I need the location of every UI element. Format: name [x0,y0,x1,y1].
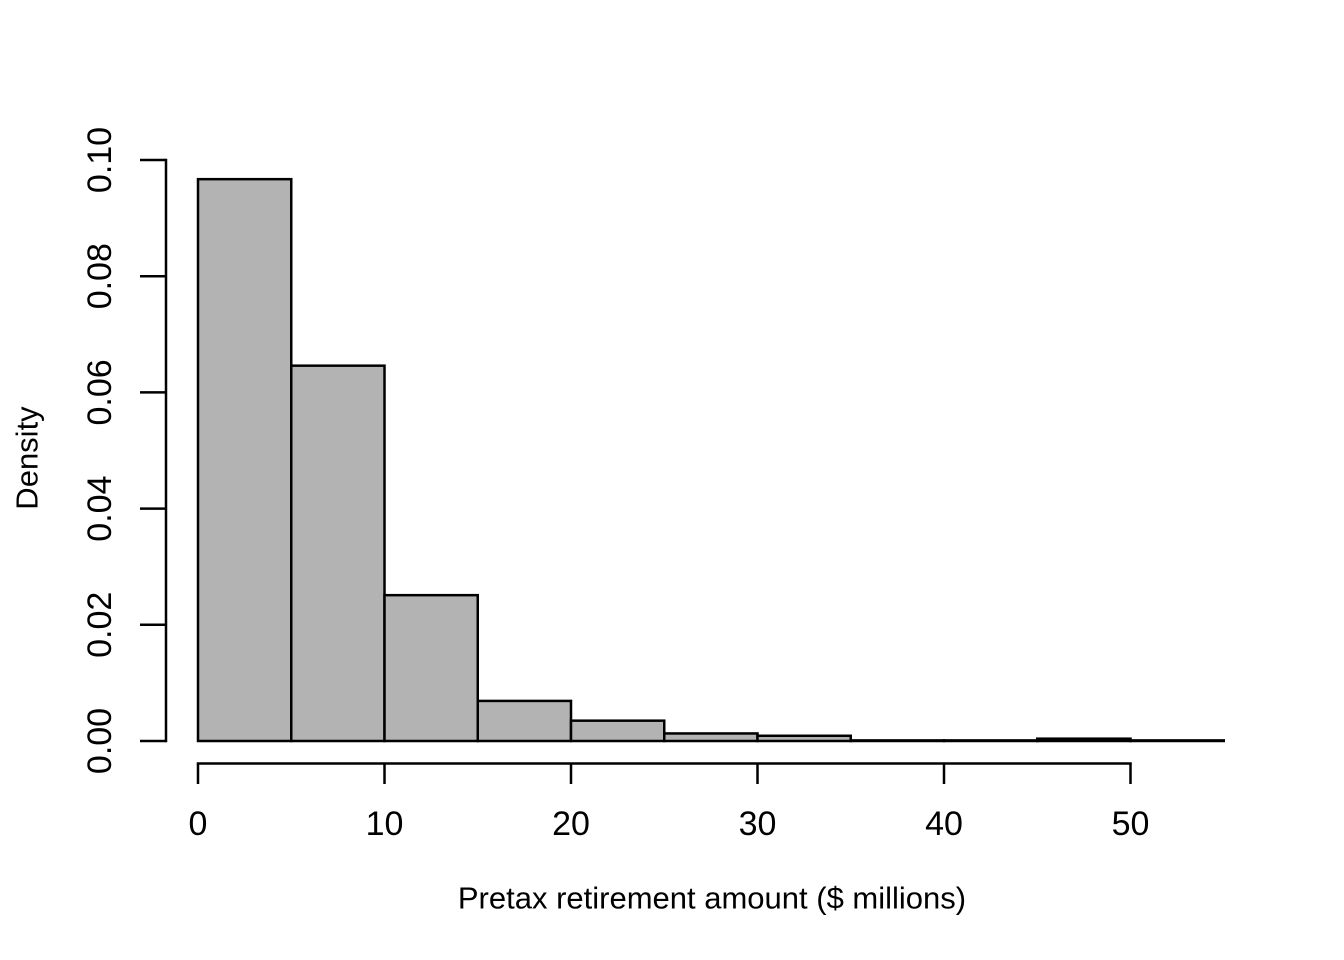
histogram-bar [383,593,479,743]
x-tick-label: 30 [739,805,777,843]
histogram-bar [663,732,759,743]
y-tick-label: 0.08 [81,243,119,309]
y-axis: 0.00 0.02 0.04 0.06 0.08 0.10 [81,127,168,774]
y-tick-label: 0.10 [81,127,119,193]
y-tick-label: 0.06 [81,359,119,425]
histogram-bar [1129,739,1225,743]
y-axis-title: Density [9,406,45,510]
x-tick-label: 0 [189,805,208,843]
histogram-bar [1036,737,1132,743]
x-tick-label: 40 [925,805,963,843]
x-tick-label: 50 [1112,805,1150,843]
histogram-bar [849,739,946,743]
histogram-bar [290,364,386,743]
x-axis: 0 10 20 30 40 50 [189,762,1150,843]
x-tick-label: 10 [366,805,404,843]
y-tick-label: 0.02 [81,592,119,658]
histogram-bar [942,739,1039,743]
histogram-bar [756,734,852,743]
histogram-bar [476,699,573,743]
y-tick-label: 0.00 [81,708,119,774]
x-axis-title: Pretax retirement amount ($ millions) [457,880,967,916]
histogram-bars [196,177,1225,743]
histogram-bar [196,177,293,743]
histogram-bar [569,719,666,743]
x-tick-label: 20 [552,805,590,843]
y-tick-label: 0.04 [81,476,119,542]
